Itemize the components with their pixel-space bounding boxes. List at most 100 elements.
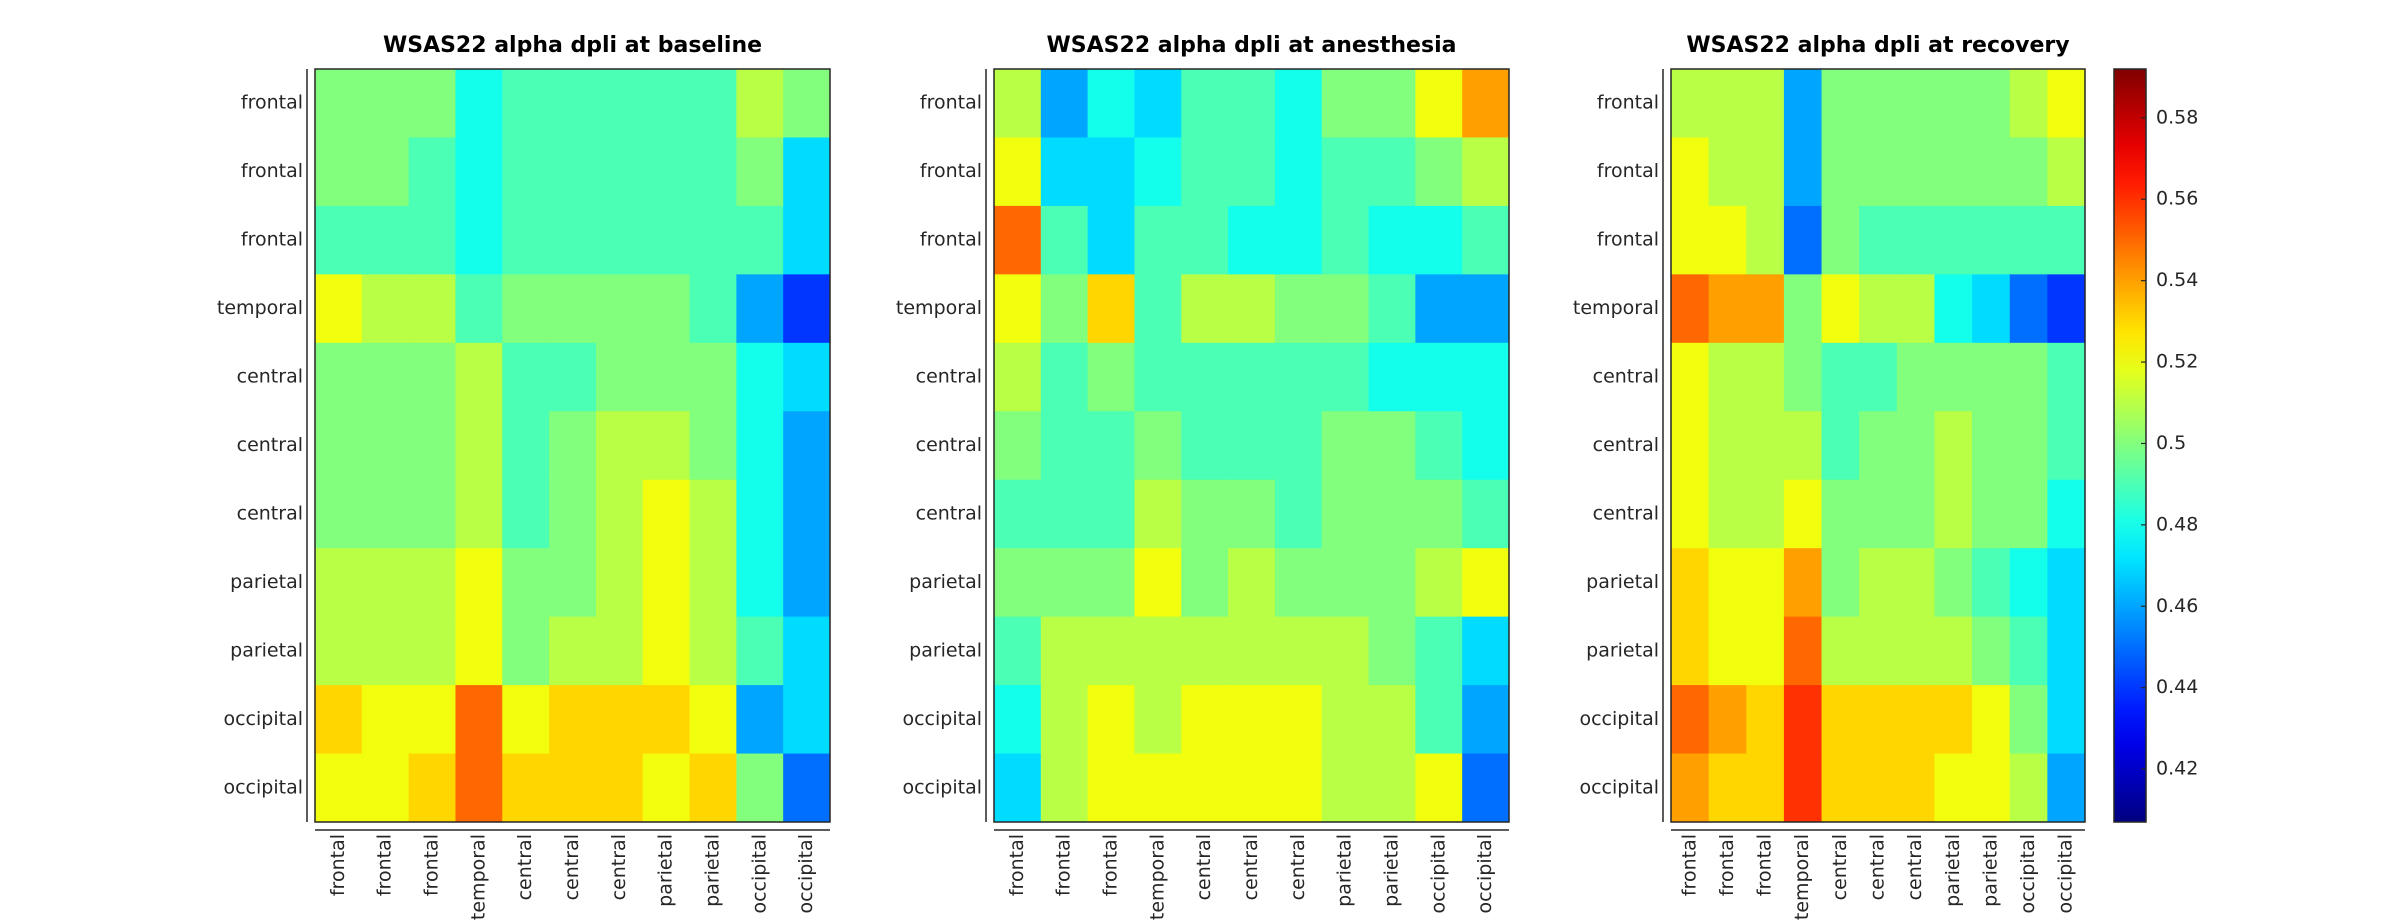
heatmap-cell <box>1821 479 1860 549</box>
heatmap-cell <box>2047 69 2086 138</box>
heatmap-cell <box>1462 274 1510 344</box>
heatmap-cell <box>1934 342 1973 412</box>
x-tick-label: frontal <box>1053 834 1075 896</box>
heatmap-cell <box>1181 342 1229 412</box>
heatmap-cell <box>1746 479 1785 549</box>
heatmap-cell <box>1708 342 1747 412</box>
heatmap-cell <box>1896 479 1935 549</box>
heatmap-cell <box>502 342 550 412</box>
heatmap-cell <box>1746 205 1785 275</box>
heatmap-cell <box>455 753 503 823</box>
heatmap-cell <box>994 205 1042 275</box>
heatmap-cell <box>1087 274 1135 344</box>
heatmap-cell <box>1368 548 1416 618</box>
heatmap-cell <box>1934 548 1973 618</box>
heatmap-cell <box>1134 685 1182 755</box>
heatmap-cell <box>1934 137 1973 207</box>
heatmap-cell <box>1228 479 1276 549</box>
y-tick-label: parietal <box>1586 639 1659 661</box>
heatmap-cell <box>1321 616 1370 686</box>
heatmap-cell <box>595 137 644 207</box>
colorbar-tick-label: 0.56 <box>2156 188 2198 210</box>
colorbar-tick-label: 0.44 <box>2156 676 2198 698</box>
heatmap-cell <box>1462 411 1510 481</box>
heatmap-cell <box>783 342 831 412</box>
x-tick-label: central <box>561 834 583 900</box>
heatmap-cell <box>361 137 410 207</box>
heatmap-cell <box>736 342 784 412</box>
heatmap-cell <box>1134 616 1182 686</box>
heatmap-cell <box>315 548 363 618</box>
heatmap-cell <box>1415 411 1463 481</box>
heatmap-cell <box>1934 616 1973 686</box>
heatmap-cell <box>1415 274 1463 344</box>
x-tick-label: occipital <box>795 834 817 914</box>
heatmap-cell <box>1040 411 1089 481</box>
heatmap-cell <box>783 616 831 686</box>
y-tick-label: frontal <box>920 92 982 114</box>
y-tick-label: temporal <box>217 297 303 319</box>
heatmap-cell <box>1671 137 1710 207</box>
heatmap-cell <box>1934 274 1973 344</box>
heatmap-cell <box>994 479 1042 549</box>
heatmap-cell <box>1783 685 1823 755</box>
x-tick-label: frontal <box>374 834 396 896</box>
x-tick-label: parietal <box>1942 834 1964 907</box>
heatmap-cell <box>1859 342 1898 412</box>
heatmap-cell <box>1274 274 1323 344</box>
heatmap-cell <box>1368 205 1416 275</box>
heatmap-cell <box>1896 137 1935 207</box>
heatmap-cell <box>1859 411 1898 481</box>
y-tick-label: frontal <box>920 229 982 251</box>
heatmap-cell <box>1181 685 1229 755</box>
heatmap-cell <box>1462 137 1510 207</box>
heatmap-cell <box>1087 753 1135 823</box>
x-tick-label: frontal <box>1100 834 1122 896</box>
heatmap-cell <box>502 137 550 207</box>
x-tick-label: parietal <box>655 834 677 907</box>
heatmap-cell <box>549 274 597 344</box>
heatmap-cell <box>1368 69 1416 138</box>
heatmap-cell <box>502 548 550 618</box>
heatmap-cell <box>1087 342 1135 412</box>
heatmap-cell <box>994 69 1042 138</box>
heatmap-cell <box>315 137 363 207</box>
heatmap-cell <box>1228 205 1276 275</box>
heatmap-cell <box>642 69 691 138</box>
heatmap-cell <box>1746 69 1785 138</box>
heatmap-cell <box>1274 479 1323 549</box>
heatmap-cell <box>1972 548 2011 618</box>
heatmap-cell <box>2047 753 2086 823</box>
heatmap-cell <box>315 342 363 412</box>
heatmap-cell <box>783 69 831 138</box>
heatmap-cell <box>1671 753 1710 823</box>
heatmap-cell <box>1821 411 1860 481</box>
heatmap-cell <box>689 616 737 686</box>
heatmap-cell <box>1134 548 1182 618</box>
y-tick-label: parietal <box>909 639 982 661</box>
heatmap-cell <box>1783 548 1823 618</box>
heatmap-cell <box>1671 205 1710 275</box>
heatmap-cell <box>736 205 784 275</box>
heatmap-cell <box>1934 69 1973 138</box>
heatmap-cell <box>361 205 410 275</box>
heatmap-cell <box>315 411 363 481</box>
heatmap-cell <box>1134 411 1182 481</box>
colorbar-tick-label: 0.5 <box>2156 432 2186 454</box>
heatmap-cell <box>736 137 784 207</box>
y-tick-label: temporal <box>1573 297 1659 319</box>
heatmap-cell <box>549 753 597 823</box>
heatmap-cell <box>455 411 503 481</box>
y-tick-label: frontal <box>1597 160 1659 182</box>
heatmap-cell <box>1783 69 1823 138</box>
y-tick-label: occipital <box>902 776 982 798</box>
heatmap-cell <box>1821 548 1860 618</box>
heatmap-cell <box>2009 137 2048 207</box>
y-tick-label: parietal <box>909 571 982 593</box>
heatmap-cell <box>1783 479 1823 549</box>
heatmap-cell <box>642 137 691 207</box>
heatmap-cell <box>1040 342 1089 412</box>
heatmap-cell <box>1934 205 1973 275</box>
heatmap-cell <box>361 479 410 549</box>
